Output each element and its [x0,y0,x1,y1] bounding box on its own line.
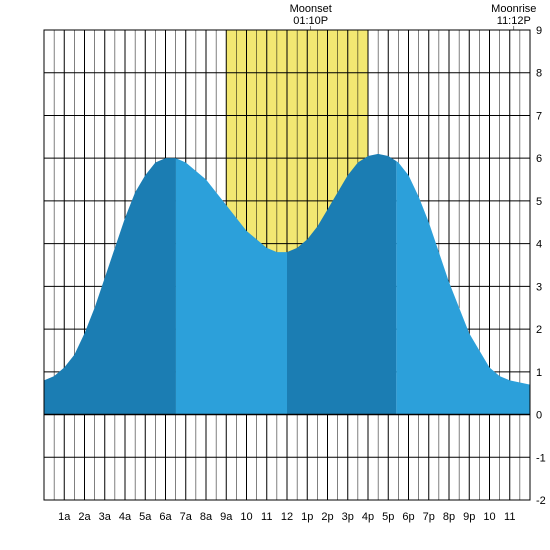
moonset-label: Moonset [290,3,332,15]
moonrise-label: Moonrise [491,3,536,15]
y-tick-label: 6 [536,153,542,165]
y-tick-label: 2 [536,324,542,336]
x-tick-label: 3a [99,511,112,523]
x-tick-label: 6a [159,511,172,523]
x-tick-label: 3p [342,511,354,523]
y-tick-label: 8 [536,68,542,80]
y-tick-label: 3 [536,281,542,293]
x-tick-label: 10 [240,511,252,523]
x-tick-label: 7p [423,511,435,523]
x-tick-label: 8p [443,511,455,523]
y-tick-label: 7 [536,110,542,122]
x-tick-label: 9a [220,511,233,523]
x-tick-label: 1a [58,511,71,523]
x-tick-label: 11 [504,511,515,523]
y-tick-label: 4 [536,239,542,251]
moonrise-time: 11:12P [497,15,531,27]
y-tick-label: -1 [536,452,546,464]
x-tick-label: 4a [119,511,132,523]
x-tick-label: 11 [261,511,272,523]
x-tick-label: 12 [281,511,293,523]
chart-svg: -2-101234567891a2a3a4a5a6a7a8a9a1011121p… [0,0,550,550]
x-tick-label: 5a [139,511,152,523]
x-tick-label: 2a [78,511,91,523]
tide-chart: -2-101234567891a2a3a4a5a6a7a8a9a1011121p… [0,0,550,550]
x-tick-label: 4p [362,511,374,523]
y-tick-label: -2 [536,495,546,507]
x-tick-label: 10 [483,511,495,523]
y-tick-label: 0 [536,410,542,422]
y-tick-label: 5 [536,196,542,208]
x-tick-label: 5p [382,511,394,523]
x-tick-label: 8a [200,511,213,523]
x-tick-label: 7a [180,511,193,523]
x-tick-label: 6p [402,511,414,523]
x-tick-label: 2p [321,511,333,523]
y-tick-label: 1 [536,367,542,379]
moonset-time: 01:10P [293,15,328,27]
y-tick-label: 9 [536,25,542,37]
x-tick-label: 1p [301,511,313,523]
x-tick-label: 9p [463,511,475,523]
